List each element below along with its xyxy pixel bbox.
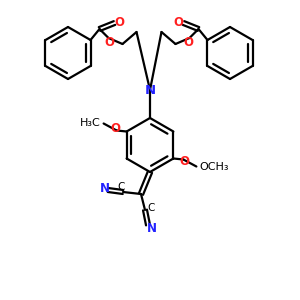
Text: O: O [111,122,121,135]
Text: H₃C: H₃C [80,118,101,128]
Text: O: O [184,35,194,49]
Text: N: N [100,182,110,194]
Text: N: N [144,83,156,97]
Text: C: C [117,182,125,192]
Text: OCH₃: OCH₃ [200,161,229,172]
Text: N: N [147,221,157,235]
Text: C: C [147,203,155,213]
Text: O: O [104,35,115,49]
Text: O: O [115,16,124,29]
Text: O: O [173,16,184,29]
Text: O: O [179,155,189,168]
